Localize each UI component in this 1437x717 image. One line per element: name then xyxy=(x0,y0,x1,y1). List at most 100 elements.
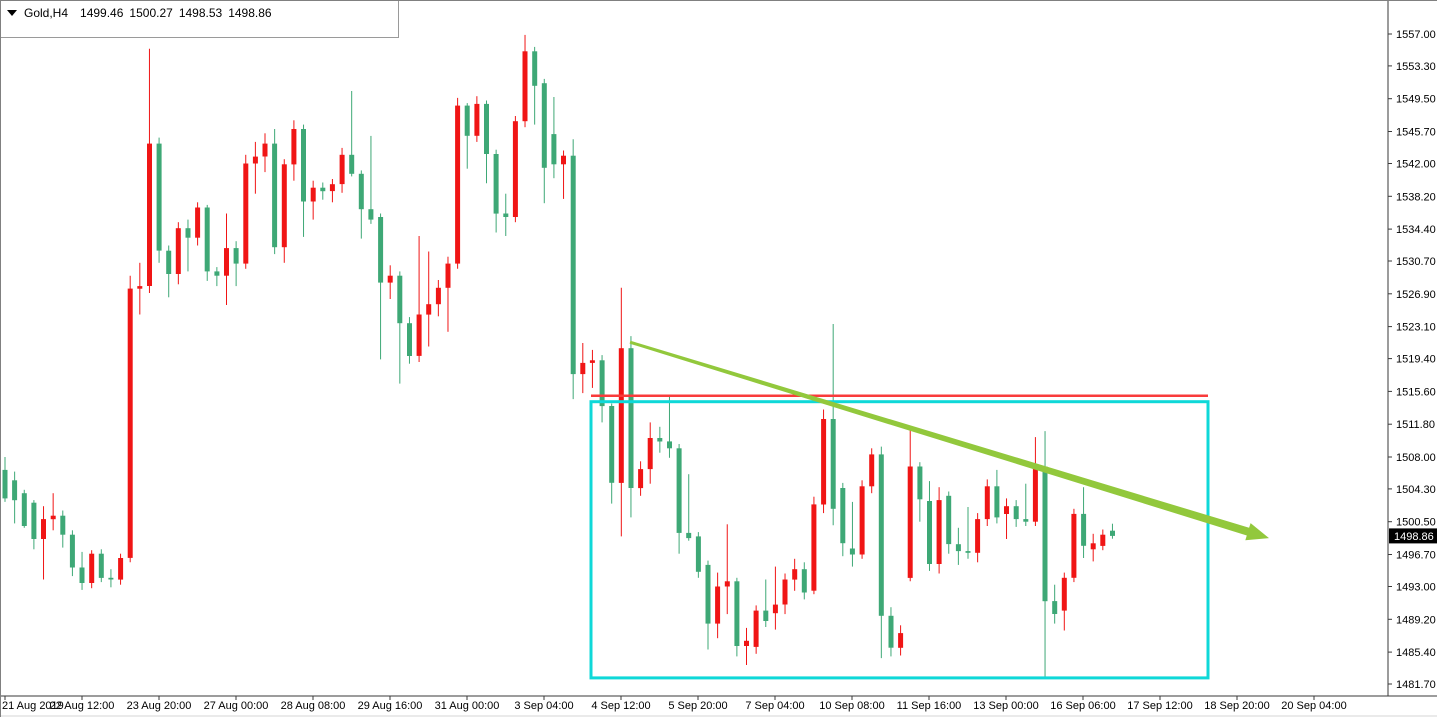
candle-body xyxy=(301,129,306,202)
candle-body xyxy=(310,187,316,202)
candle xyxy=(830,324,836,526)
collapse-toolbar-icon[interactable] xyxy=(7,10,17,16)
candle-body xyxy=(676,448,682,533)
candle-body xyxy=(821,419,827,505)
candle-body xyxy=(79,567,85,583)
rectangle-annotation[interactable] xyxy=(589,400,1210,680)
time-label: 28 Aug 08:00 xyxy=(281,700,346,712)
candle-body xyxy=(898,633,904,648)
candle xyxy=(859,480,865,559)
candle xyxy=(975,513,981,563)
candle xyxy=(561,150,566,199)
candle xyxy=(628,336,634,518)
candle xyxy=(811,496,817,595)
trend-arrow-annotation[interactable] xyxy=(629,340,1269,541)
candle xyxy=(79,551,85,590)
candle xyxy=(98,549,104,583)
candle xyxy=(898,625,904,656)
candle xyxy=(195,202,201,246)
candle-body xyxy=(695,536,701,572)
candle xyxy=(175,222,181,285)
candle-body xyxy=(1090,543,1096,550)
candle xyxy=(849,501,855,567)
candle-body xyxy=(118,558,124,580)
candle xyxy=(782,573,788,615)
candle xyxy=(320,182,326,200)
price-label: 1485.40 xyxy=(1396,647,1436,659)
candle-body xyxy=(647,438,653,470)
candle-body xyxy=(435,287,441,305)
chart-symbol-overlay: Gold,H4 1499.46 1500.27 1498.53 1498.86 xyxy=(7,6,278,20)
candle xyxy=(965,507,971,559)
candle-body xyxy=(60,515,66,535)
price-label: 1542.00 xyxy=(1396,159,1436,171)
candle xyxy=(1081,487,1087,558)
current-price-tag: 1498.86 xyxy=(1389,528,1437,544)
candle-body xyxy=(811,504,817,591)
candle xyxy=(147,48,152,293)
time-label: 3 Sep 04:00 xyxy=(514,700,573,712)
candle xyxy=(329,179,335,203)
candle-body xyxy=(233,248,239,264)
candle-body xyxy=(686,532,692,539)
candle-body xyxy=(888,615,894,648)
price-label: 1526.90 xyxy=(1396,289,1436,301)
candle-body xyxy=(329,184,335,192)
candle xyxy=(339,147,345,193)
candle xyxy=(12,471,18,524)
candle xyxy=(1032,437,1038,526)
candle xyxy=(262,133,268,173)
candle xyxy=(907,425,913,582)
time-label: 17 Sep 12:00 xyxy=(1127,700,1192,712)
candle-body xyxy=(657,438,663,442)
candle xyxy=(310,180,316,220)
time-label: 16 Sep 06:00 xyxy=(1050,700,1115,712)
candle-body xyxy=(1042,466,1048,602)
candle xyxy=(503,193,509,236)
candle-body xyxy=(618,348,624,483)
time-label: 31 Aug 00:00 xyxy=(435,700,500,712)
candle-body xyxy=(965,551,971,553)
price-label: 1496.70 xyxy=(1396,550,1436,562)
candle xyxy=(667,395,672,458)
price-label: 1489.20 xyxy=(1396,614,1436,626)
candle-body xyxy=(416,314,422,356)
candle xyxy=(744,627,749,665)
price-label: 1481.70 xyxy=(1396,679,1436,691)
candle-body xyxy=(782,579,788,605)
candle xyxy=(512,116,518,223)
candle xyxy=(416,236,422,362)
candle xyxy=(368,135,374,224)
candle-body xyxy=(994,486,1000,518)
candle-body xyxy=(1110,530,1115,536)
candle-body xyxy=(156,143,162,251)
candle-body xyxy=(551,134,557,165)
candle xyxy=(358,170,364,239)
current-price-tag-bg xyxy=(1389,528,1437,544)
candle xyxy=(493,149,499,233)
price-label: 1534.40 xyxy=(1396,224,1436,236)
candle xyxy=(108,569,114,588)
candle xyxy=(657,426,663,453)
candle xyxy=(695,532,701,578)
candle-body xyxy=(753,610,759,647)
candle xyxy=(89,550,95,589)
candle-body xyxy=(541,83,547,168)
candle-body xyxy=(849,548,855,555)
price-axis[interactable]: 1557.00 1553.30 1549.50 1545.70 1542.00 1538.… xyxy=(1388,29,1436,691)
candle-body xyxy=(166,250,172,274)
time-label: 29 Aug 16:00 xyxy=(358,700,423,712)
candle-body xyxy=(984,486,990,520)
candle xyxy=(801,562,807,600)
candle xyxy=(397,271,403,384)
candle xyxy=(156,137,162,263)
candle-body xyxy=(628,348,634,488)
candle-body xyxy=(705,564,711,624)
candle xyxy=(917,462,923,522)
time-label: 10 Sep 08:00 xyxy=(819,700,884,712)
candle xyxy=(464,103,470,169)
time-label: 21 Aug 2019 xyxy=(2,700,64,712)
candle-body xyxy=(503,213,509,217)
